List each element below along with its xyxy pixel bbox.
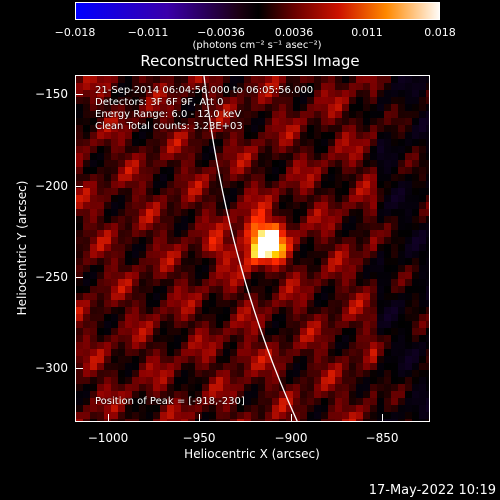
colorbar-tick-label: 0.011 — [351, 26, 383, 39]
y-tick-mark — [75, 368, 83, 369]
y-tick-label: −150 — [35, 87, 68, 101]
colorbar — [75, 2, 440, 20]
colorbar-tick-label: −0.011 — [127, 26, 169, 39]
y-tick-mark — [75, 277, 83, 278]
colorbar-tick-label: 0.018 — [424, 26, 456, 39]
colorbar-tick-label: 0.0036 — [274, 26, 314, 39]
x-axis-label: Heliocentric X (arcsec) — [184, 447, 320, 461]
heatmap — [76, 76, 429, 421]
energy-range-label: Energy Range: 6.0 - 12.0 keV — [95, 109, 242, 120]
y-tick-mark — [75, 94, 83, 95]
x-tick-label: −1000 — [87, 431, 129, 445]
image-plot — [75, 75, 430, 422]
x-tick-label: −850 — [365, 431, 399, 445]
x-tick-mark — [382, 414, 383, 422]
y-tick-mark — [75, 186, 83, 187]
x-tick-mark — [108, 414, 109, 422]
y-axis-label: Heliocentric Y (arcsec) — [15, 180, 29, 316]
solar-limb-line — [203, 76, 298, 421]
x-tick-label: −950 — [182, 431, 216, 445]
x-tick-mark — [199, 414, 200, 422]
peak-position-label: Position of Peak = [-918,-230] — [95, 396, 245, 407]
time-range-label: 21-Sep-2014 06:04:56.000 to 06:05:56.000 — [95, 85, 314, 96]
x-tick-mark — [291, 414, 292, 422]
colorbar-tick-label: −0.0036 — [197, 26, 245, 39]
image-title: Reconstructed RHESSI Image — [140, 52, 360, 70]
colorbar-units: (photons cm⁻² s⁻¹ asec⁻²) — [192, 40, 322, 51]
x-tick-label: −900 — [274, 431, 308, 445]
y-tick-label: −300 — [35, 361, 68, 375]
colorbar-tick-label: −0.018 — [54, 26, 96, 39]
clean-counts-label: Clean Total counts: 3.23E+03 — [95, 121, 243, 132]
y-tick-label: −250 — [35, 270, 68, 284]
render-date: 17-May-2022 10:19 — [368, 483, 496, 498]
y-tick-label: −200 — [35, 179, 68, 193]
detectors-label: Detectors: 3F 6F 9F, Att 0 — [95, 97, 224, 108]
